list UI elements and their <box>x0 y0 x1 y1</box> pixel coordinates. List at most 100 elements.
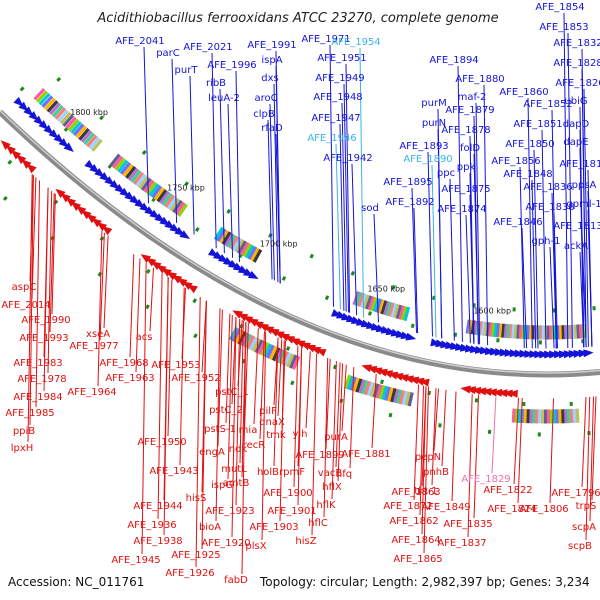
forward-gene-arrow <box>509 349 520 358</box>
reverse-leader-line <box>239 320 244 464</box>
cog-block <box>358 379 366 394</box>
reverse-gene-arrow <box>279 333 290 342</box>
map-title: Acidithiobacillus ferrooxidans ATCC 2327… <box>96 11 498 26</box>
tick-mark <box>391 284 396 290</box>
forward-gene-label: purM <box>421 98 446 109</box>
reverse-gene-label: hfq <box>336 469 352 480</box>
reverse-leader-line <box>43 187 49 392</box>
cog-block <box>367 381 374 397</box>
reverse-leader-line <box>149 267 154 332</box>
cog-block <box>231 328 242 343</box>
forward-gene-arrow <box>484 347 496 356</box>
forward-leader-line <box>457 65 463 342</box>
forward-gene-label: AFE_1874 <box>437 204 486 215</box>
forward-gene-label: sod <box>361 203 379 214</box>
tick-mark <box>438 423 442 428</box>
cog-block <box>271 347 281 362</box>
genome-backbone <box>0 109 600 378</box>
reverse-gene-arrow <box>247 318 259 327</box>
reverse-gene-label: AFE_1903 <box>249 522 298 533</box>
forward-gene-arrow <box>504 348 515 357</box>
cog-block <box>564 409 568 424</box>
cog-block <box>526 409 531 424</box>
cog-block <box>33 88 46 101</box>
forward-leader-line <box>235 70 240 262</box>
reverse-gene-label: AFE_1950 <box>137 437 186 448</box>
cog-block <box>49 102 61 116</box>
reverse-gene-arrow <box>476 387 487 396</box>
reverse-leader-line <box>195 296 201 568</box>
forward-gene-label: AFE_1852 <box>523 99 572 110</box>
forward-gene-label: aroC <box>254 93 277 104</box>
forward-leader-line <box>449 178 455 341</box>
reverse-gene-arrow <box>21 159 32 169</box>
reverse-gene-label: scpB <box>568 541 592 552</box>
forward-gene-label: AFE_1848 <box>503 169 552 180</box>
cog-block <box>138 175 150 189</box>
reverse-gene-label: pilF <box>259 406 277 417</box>
tick-mark <box>380 379 385 385</box>
forward-leader-line <box>581 231 587 348</box>
cog-block <box>561 409 565 424</box>
reverse-gene-label: yih <box>292 429 307 440</box>
forward-gene-arrow <box>489 347 501 356</box>
reverse-gene-label: AFE_1983 <box>13 358 62 369</box>
cog-block <box>125 165 137 179</box>
forward-leader-line <box>143 46 149 204</box>
reverse-gene-arrow <box>268 328 280 337</box>
forward-leader-line <box>359 47 364 318</box>
forward-gene-label: ubiG <box>564 96 587 107</box>
reverse-gene-arrow <box>182 281 193 291</box>
cog-block <box>291 355 301 370</box>
cog-color-blocks <box>33 88 586 424</box>
cog-block <box>289 354 298 369</box>
reverse-gene-arrow <box>140 254 152 264</box>
cog-block <box>535 409 539 424</box>
cog-block <box>159 190 170 205</box>
reverse-gene-arrow <box>232 310 243 319</box>
cog-block <box>569 408 574 424</box>
cog-block <box>575 408 580 423</box>
forward-gene-label: AFE_1996 <box>207 60 256 71</box>
forward-gene-label: AFE_1894 <box>429 55 478 66</box>
reverse-gene-label: mia <box>239 425 258 436</box>
forward-gene-label: AFE_1991 <box>247 40 296 51</box>
reverse-leader-line <box>135 258 141 373</box>
reverse-gene-arrow <box>253 321 264 330</box>
reverse-leader-line <box>585 396 591 541</box>
tick-mark <box>427 390 432 396</box>
forward-gene-arrow <box>18 101 29 112</box>
tick-mark <box>141 150 147 156</box>
reverse-gene-arrow <box>242 315 254 325</box>
cog-block <box>156 189 168 203</box>
cog-block <box>91 139 103 152</box>
cog-block <box>393 388 400 404</box>
forward-gene-arrow <box>63 142 74 152</box>
reverse-leader-line <box>47 190 53 374</box>
forward-leader-line <box>335 143 341 310</box>
cog-block <box>286 353 295 368</box>
cog-block <box>62 114 75 127</box>
cog-block <box>390 303 398 318</box>
reverse-leader-line <box>423 386 429 554</box>
forward-gene-label: AFE_1856 <box>491 156 540 167</box>
cog-block <box>566 409 571 424</box>
reverse-gene-label: scpA <box>572 522 596 533</box>
cog-block <box>72 123 85 137</box>
reverse-gene-label: AFE_1835 <box>443 519 492 530</box>
reverse-leader-line <box>431 388 437 486</box>
forward-gene-label: AFE_1817 <box>559 159 600 170</box>
tick-mark <box>184 181 189 187</box>
cog-block <box>407 392 414 407</box>
forward-leader-line <box>553 212 558 349</box>
tick-mark <box>472 303 476 308</box>
forward-leader-line <box>465 214 471 344</box>
cog-block <box>539 325 543 340</box>
forward-gene-arrow <box>28 111 39 121</box>
cog-block <box>266 344 275 359</box>
reverse-gene-label: AFE_1822 <box>483 485 532 496</box>
forward-leader-line <box>351 163 358 316</box>
forward-gene-arrow <box>549 350 560 359</box>
reverse-gene-arrow <box>187 284 198 294</box>
